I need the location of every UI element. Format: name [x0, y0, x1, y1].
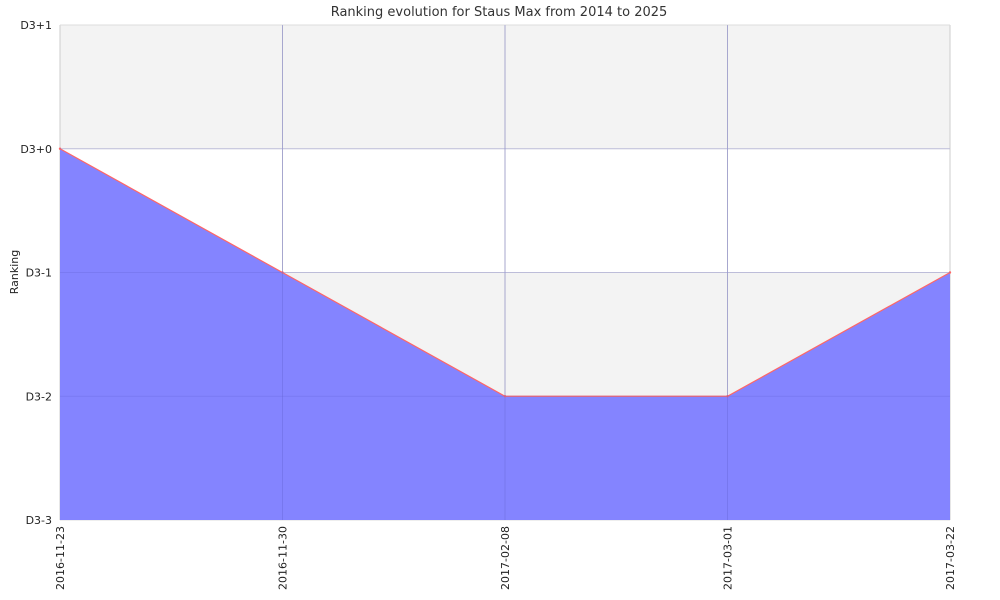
series-layer [58, 25, 952, 520]
y-tick-label: D3-3 [26, 514, 52, 527]
grid-lines-overlay [60, 25, 950, 520]
x-tick-label: 2017-02-08 [499, 526, 512, 590]
y-tick-label: D3+1 [20, 19, 52, 32]
x-tick-label: 2017-03-01 [722, 526, 735, 590]
x-tick-label: 2016-11-30 [277, 526, 290, 590]
x-axis-ticks: 2016-11-23 2016-11-30 2017-02-08 2017-03-01… [54, 526, 957, 590]
y-tick-label: D3-2 [26, 390, 52, 403]
data-point-0 [58, 147, 62, 150]
data-point-3 [726, 395, 729, 398]
data-point-1 [281, 271, 284, 274]
chart-title: Ranking evolution for Staus Max from 201… [331, 5, 668, 20]
y-axis-label: Ranking [8, 250, 21, 295]
y-tick-label: D3-1 [26, 267, 52, 280]
data-point-2 [503, 395, 507, 398]
data-point-4 [948, 271, 952, 274]
y-axis-ticks: D3+1 D3+0 D3-1 D3-2 D3-3 [20, 19, 52, 527]
x-tick-label: 2017-03-22 [944, 526, 957, 590]
y-tick-label: D3+0 [20, 143, 52, 156]
x-tick-label: 2016-11-23 [54, 526, 67, 590]
series-area-0 [60, 148, 950, 520]
